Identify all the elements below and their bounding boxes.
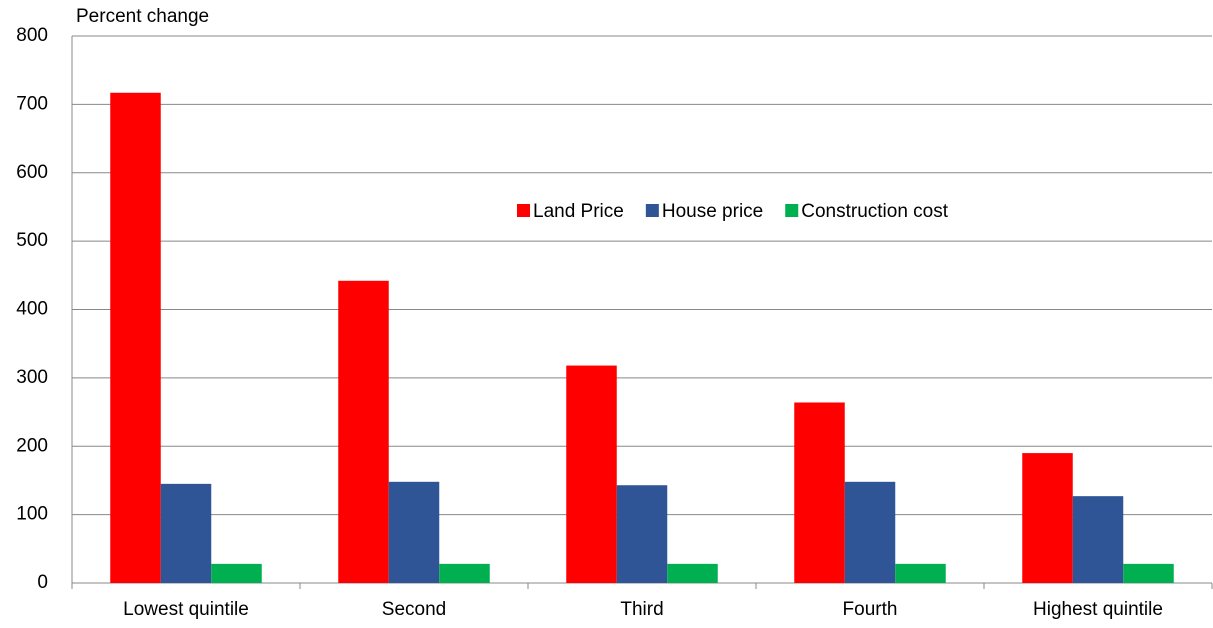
bar (388, 481, 440, 583)
legend-label: Construction cost (801, 201, 949, 222)
bar (844, 481, 896, 583)
legend-label: House price (662, 201, 763, 222)
bar (110, 92, 161, 583)
bar (211, 563, 262, 583)
legend-swatch (645, 204, 659, 217)
bar (616, 485, 668, 583)
bar (895, 563, 946, 583)
y-tick-label: 300 (16, 367, 48, 388)
legend-swatch (517, 204, 530, 217)
y-tick-label: 100 (16, 504, 48, 525)
bar (667, 563, 718, 583)
bar (338, 280, 389, 583)
y-tick-label: 0 (37, 572, 48, 593)
y-axis-label: Percent change (76, 6, 209, 27)
x-tick-label: Third (620, 599, 663, 620)
bar (439, 563, 490, 583)
y-tick-label: 600 (16, 162, 48, 183)
bar (794, 402, 845, 583)
y-tick-label: 800 (16, 25, 48, 46)
y-tick-label: 400 (16, 299, 48, 320)
bar (160, 483, 212, 583)
y-tick-label: 200 (16, 435, 48, 456)
legend-swatch (785, 204, 799, 217)
y-tick-label: 500 (16, 230, 48, 251)
legend-label: Land Price (533, 201, 624, 222)
x-tick-label: Fourth (843, 599, 898, 620)
bar (1123, 563, 1174, 583)
x-tick-label: Highest quintile (1033, 599, 1163, 620)
bar (1072, 496, 1124, 583)
bar (566, 365, 617, 583)
x-tick-label: Lowest quintile (123, 599, 249, 620)
y-tick-label: 700 (16, 93, 48, 114)
bar (1022, 453, 1073, 583)
x-tick-label: Second (382, 599, 446, 620)
